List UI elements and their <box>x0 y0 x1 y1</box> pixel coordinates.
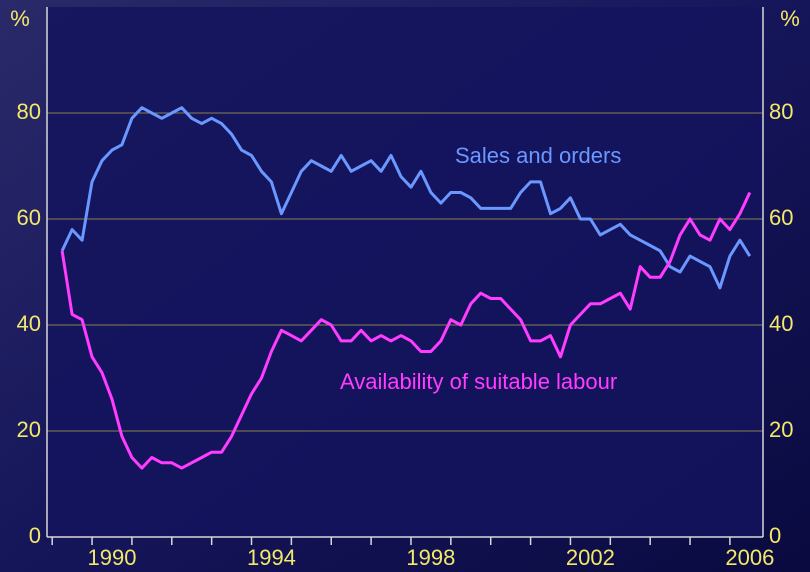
x-tick-label: 1994 <box>247 545 296 570</box>
series-label: Availability of suitable labour <box>340 369 617 394</box>
y2-tick-label: 80 <box>769 99 793 124</box>
y2-tick-label: 20 <box>769 417 793 442</box>
y2-tick-label: 40 <box>769 311 793 336</box>
x-tick-label: 1998 <box>406 545 455 570</box>
series-label: Sales and orders <box>455 143 621 168</box>
y2-axis-label: % <box>780 6 800 31</box>
y-tick-label: 60 <box>17 205 41 230</box>
chart: % % 002020404060608080199019941998200220… <box>0 0 810 572</box>
y2-tick-label: 60 <box>769 205 793 230</box>
x-tick-label: 1990 <box>88 545 137 570</box>
x-tick-label: 2002 <box>566 545 615 570</box>
page: {"chart_data": {"type": "line", "y_label… <box>0 0 810 572</box>
y-axis-label: % <box>10 6 30 31</box>
y-tick-label: 80 <box>17 99 41 124</box>
y-tick-label: 0 <box>29 523 41 548</box>
y-tick-label: 20 <box>17 417 41 442</box>
y-tick-label: 40 <box>17 311 41 336</box>
x-tick-label: 2006 <box>725 545 774 570</box>
